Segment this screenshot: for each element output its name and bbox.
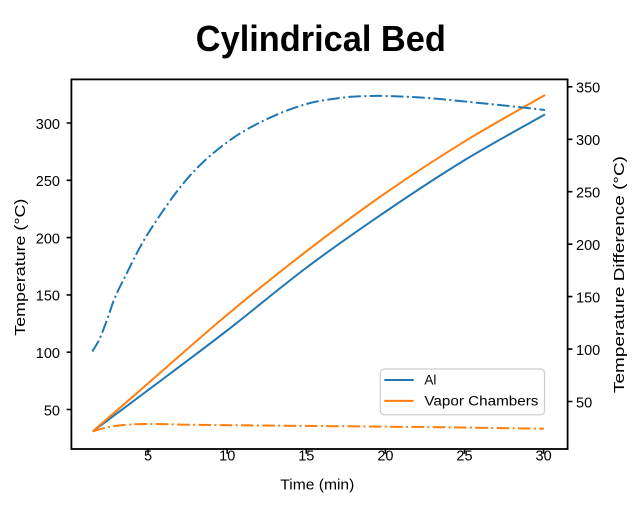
svg-text:15: 15	[298, 449, 314, 465]
svg-text:10: 10	[219, 449, 235, 465]
svg-text:20: 20	[377, 449, 393, 465]
svg-text:350: 350	[576, 81, 600, 97]
svg-text:300: 300	[36, 117, 60, 133]
svg-text:50: 50	[576, 395, 592, 411]
svg-text:150: 150	[36, 289, 60, 305]
svg-text:Time (min): Time (min)	[280, 478, 354, 494]
svg-text:250: 250	[576, 186, 600, 202]
svg-text:100: 100	[576, 343, 600, 359]
svg-text:50: 50	[44, 403, 60, 419]
svg-text:150: 150	[576, 290, 600, 306]
svg-text:300: 300	[576, 133, 600, 149]
svg-text:Cylindrical Bed: Cylindrical Bed	[196, 18, 446, 59]
svg-text:Temperature (°C): Temperature (°C)	[13, 199, 29, 336]
svg-text:200: 200	[576, 238, 600, 254]
svg-text:5: 5	[144, 449, 152, 465]
svg-text:250: 250	[36, 174, 60, 190]
svg-text:25: 25	[456, 449, 472, 465]
svg-text:30: 30	[536, 449, 552, 465]
svg-text:Al: Al	[424, 373, 436, 388]
svg-text:Temperature Difference (°C): Temperature Difference (°C)	[612, 156, 628, 393]
svg-text:Vapor Chambers: Vapor Chambers	[424, 394, 538, 409]
svg-text:200: 200	[36, 231, 60, 247]
svg-text:100: 100	[36, 346, 60, 362]
